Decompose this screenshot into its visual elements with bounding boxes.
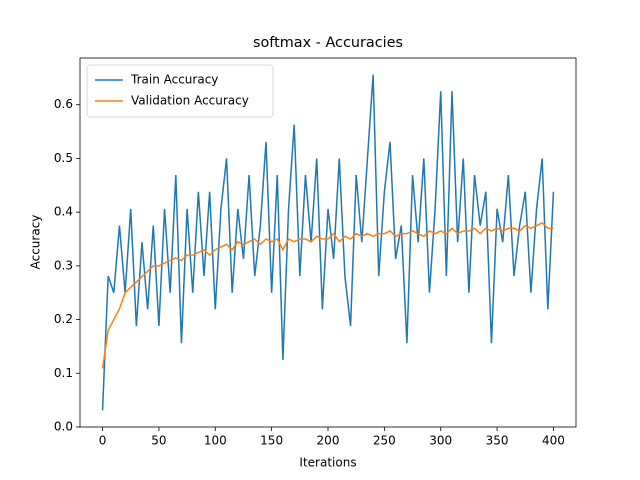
series-line bbox=[101, 222, 554, 369]
y-tick-label: 0.6 bbox=[54, 97, 73, 111]
x-tick-label: 0 bbox=[99, 434, 107, 448]
y-tick-label: 0.5 bbox=[54, 151, 73, 165]
y-tick-label: 0.0 bbox=[54, 420, 73, 434]
chart-title: softmax - Accuracies bbox=[253, 35, 403, 51]
x-tick-label: 50 bbox=[151, 434, 166, 448]
x-tick-label: 150 bbox=[260, 434, 283, 448]
plot-frame bbox=[79, 57, 577, 428]
legend-label: Train Accuracy bbox=[130, 73, 218, 87]
x-tick-label: 400 bbox=[542, 434, 565, 448]
legend-box bbox=[86, 64, 274, 118]
x-tick-label: 300 bbox=[429, 434, 452, 448]
legend-label: Validation Accuracy bbox=[131, 94, 249, 108]
y-tick-label: 0.4 bbox=[54, 205, 73, 219]
x-tick-label: 250 bbox=[373, 434, 396, 448]
x-tick-label: 100 bbox=[204, 434, 227, 448]
x-tick-label: 200 bbox=[317, 434, 340, 448]
y-tick-label: 0.2 bbox=[54, 312, 73, 326]
x-tick-label: 350 bbox=[486, 434, 509, 448]
y-tick-label: 0.3 bbox=[54, 258, 73, 272]
y-axis-label: Accuracy bbox=[29, 215, 43, 270]
series-line bbox=[101, 74, 555, 411]
x-axis-label: Iterations bbox=[299, 456, 356, 470]
y-tick-label: 0.1 bbox=[54, 366, 73, 380]
